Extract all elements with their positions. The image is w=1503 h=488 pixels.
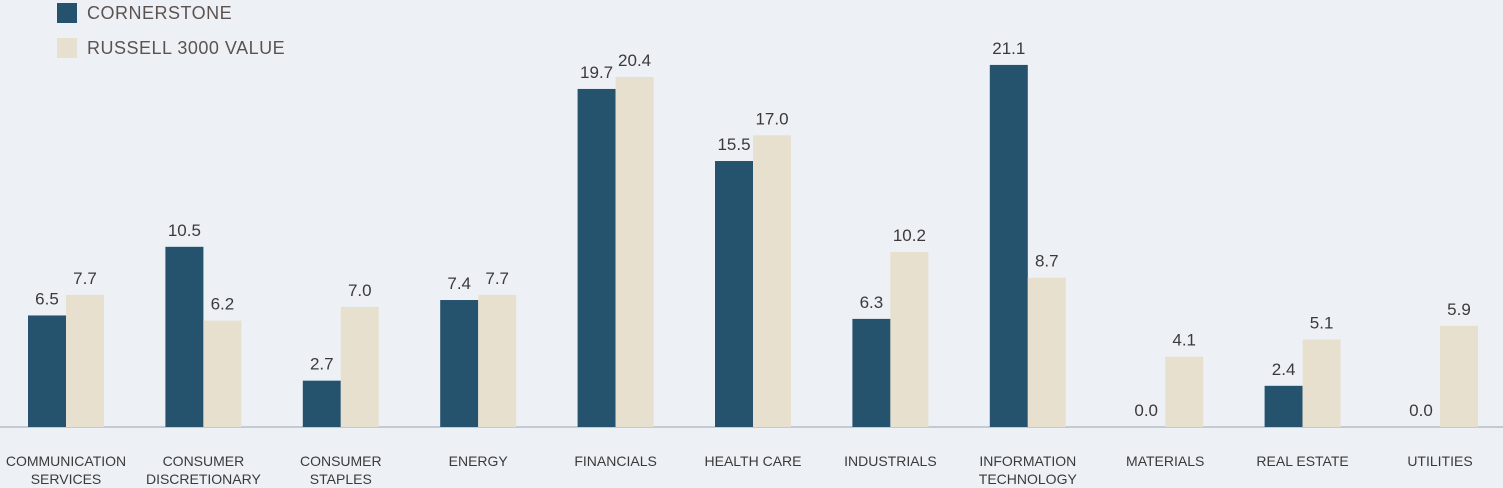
bar-cornerstone-0 xyxy=(28,315,66,427)
category-label-5-0: HEALTH CARE xyxy=(705,453,802,469)
data-label-cornerstone-9: 2.4 xyxy=(1272,360,1296,379)
legend-label-russell: RUSSELL 3000 VALUE xyxy=(87,37,286,58)
legend-item-cornerstone: CORNERSTONE xyxy=(57,2,285,24)
data-label-cornerstone-8: 0.0 xyxy=(1134,401,1158,420)
bar-cornerstone-2 xyxy=(302,380,341,427)
data-label-russell-8: 4.1 xyxy=(1172,331,1196,350)
category-label-2-1: STAPLES xyxy=(310,471,372,487)
data-label-russell-10: 5.9 xyxy=(1447,300,1471,319)
category-label-8-0: MATERIALS xyxy=(1126,453,1204,469)
data-label-cornerstone-10: 0.0 xyxy=(1409,401,1433,420)
category-label-6-0: INDUSTRIALS xyxy=(844,453,937,469)
data-label-cornerstone-6: 6.3 xyxy=(860,293,884,312)
category-label-1-1: DISCRETIONARY xyxy=(146,471,262,487)
chart-legend: CORNERSTONE RUSSELL 3000 VALUE xyxy=(57,2,285,72)
category-label-7-0: INFORMATION xyxy=(979,453,1076,469)
category-label-10-0: UTILITIES xyxy=(1407,453,1472,469)
bar-russell-6 xyxy=(890,251,929,427)
bar-cornerstone-5 xyxy=(715,161,753,427)
bar-cornerstone-1 xyxy=(165,246,204,427)
legend-swatch-cornerstone xyxy=(57,3,77,23)
category-label-0-1: SERVICES xyxy=(31,471,102,487)
bar-russell-3 xyxy=(478,294,517,427)
data-label-cornerstone-2: 2.7 xyxy=(310,355,334,374)
bar-russell-2 xyxy=(340,306,379,427)
data-label-russell-7: 8.7 xyxy=(1035,252,1059,271)
data-label-cornerstone-7: 21.1 xyxy=(992,39,1025,58)
data-label-russell-5: 17.0 xyxy=(755,109,788,128)
category-label-7-1: TECHNOLOGY xyxy=(979,471,1078,487)
data-label-russell-2: 7.0 xyxy=(348,281,372,300)
bar-cornerstone-4 xyxy=(577,88,616,427)
bar-russell-9 xyxy=(1302,339,1341,427)
data-label-cornerstone-5: 15.5 xyxy=(717,135,750,154)
bar-russell-5 xyxy=(753,135,791,427)
bar-russell-10 xyxy=(1440,325,1478,427)
data-label-cornerstone-4: 19.7 xyxy=(580,63,613,82)
legend-item-russell: RUSSELL 3000 VALUE xyxy=(57,37,285,59)
bar-russell-7 xyxy=(1027,277,1066,427)
category-label-1-0: CONSUMER xyxy=(163,453,245,469)
data-label-russell-3: 7.7 xyxy=(485,269,509,288)
bar-cornerstone-6 xyxy=(852,318,891,427)
bar-cornerstone-9 xyxy=(1264,385,1303,427)
data-label-russell-0: 7.7 xyxy=(73,269,97,288)
bar-russell-0 xyxy=(66,294,104,427)
bar-cornerstone-7 xyxy=(989,64,1028,427)
category-label-4-0: FINANCIALS xyxy=(574,453,656,469)
data-label-russell-9: 5.1 xyxy=(1310,313,1334,332)
data-label-russell-4: 20.4 xyxy=(618,51,651,70)
data-label-russell-6: 10.2 xyxy=(893,226,926,245)
category-label-3-0: ENERGY xyxy=(449,453,509,469)
category-label-9-0: REAL ESTATE xyxy=(1256,453,1348,469)
category-label-0-0: COMMUNICATION xyxy=(6,453,126,469)
category-label-2-0: CONSUMER xyxy=(300,453,382,469)
bar-russell-4 xyxy=(615,76,654,427)
data-label-russell-1: 6.2 xyxy=(211,295,235,314)
data-label-cornerstone-0: 6.5 xyxy=(35,289,59,308)
bar-russell-8 xyxy=(1165,356,1204,427)
bar-cornerstone-3 xyxy=(440,300,479,427)
bar-russell-1 xyxy=(203,320,242,427)
legend-label-cornerstone: CORNERSTONE xyxy=(87,2,233,23)
data-label-cornerstone-3: 7.4 xyxy=(447,274,471,293)
legend-swatch-russell xyxy=(57,38,77,58)
data-label-cornerstone-1: 10.5 xyxy=(168,221,201,240)
